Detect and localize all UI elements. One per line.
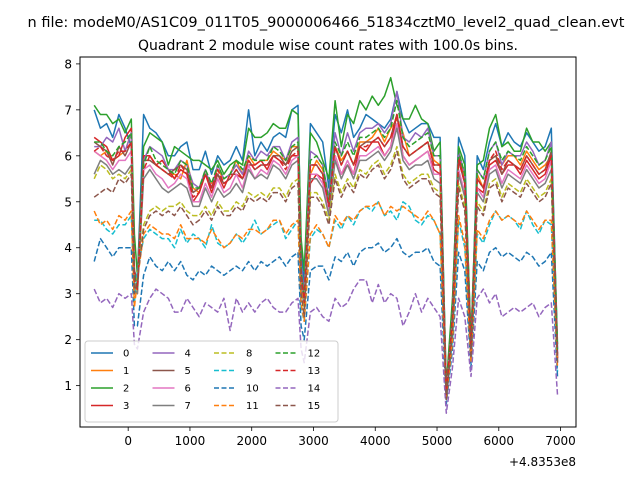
plot-area bbox=[93, 76, 559, 414]
x-tick-label: 2000 bbox=[236, 434, 267, 448]
series-line-15 bbox=[93, 150, 559, 401]
legend-label: 2 bbox=[123, 384, 129, 395]
legend-label: 3 bbox=[123, 401, 129, 412]
figure-suptitle: n file: modeM0/AS1C09_011T05_9000006466_… bbox=[28, 15, 625, 31]
x-tick-label: 1000 bbox=[175, 434, 206, 448]
legend-label: 0 bbox=[123, 349, 129, 360]
legend-box bbox=[84, 340, 339, 423]
legend-label: 10 bbox=[246, 384, 259, 395]
series-line-10 bbox=[93, 237, 559, 405]
y-tick-label: 8 bbox=[64, 57, 72, 71]
legend-label: 15 bbox=[308, 401, 321, 412]
x-tick-label: 3000 bbox=[298, 434, 329, 448]
y-tick-label: 1 bbox=[64, 379, 72, 393]
legend-label: 13 bbox=[308, 366, 321, 377]
x-tick-label: 4000 bbox=[360, 434, 391, 448]
x-tick-label: 6000 bbox=[484, 434, 515, 448]
legend-label: 5 bbox=[185, 366, 191, 377]
series-line-12 bbox=[94, 99, 559, 396]
legend-label: 4 bbox=[185, 349, 191, 360]
series-line-0 bbox=[93, 90, 559, 391]
legend-label: 11 bbox=[246, 401, 259, 412]
series-line-9 bbox=[94, 201, 559, 401]
series-line-8 bbox=[93, 145, 559, 401]
legend-label: 7 bbox=[185, 401, 191, 412]
legend-label: 9 bbox=[246, 366, 252, 377]
x-offset-label: +4.8353e8 bbox=[509, 455, 576, 469]
legend-label: 12 bbox=[308, 349, 321, 360]
series-line-14 bbox=[93, 279, 559, 414]
axes-frame bbox=[79, 56, 577, 428]
series-line-2 bbox=[93, 76, 559, 387]
y-tick-label: 5 bbox=[64, 195, 72, 209]
y-tick-label: 3 bbox=[64, 287, 72, 301]
series-line-11 bbox=[93, 201, 559, 401]
legend-label: 14 bbox=[308, 384, 321, 395]
series-line-13 bbox=[93, 113, 559, 396]
legend-label: 1 bbox=[123, 366, 129, 377]
y-tick-label: 2 bbox=[64, 333, 72, 347]
x-axis: 0 1000 2000 3000 4000 5000 6000 7000 bbox=[124, 427, 576, 448]
y-axis: 1 2 3 4 5 6 7 8 bbox=[64, 57, 80, 393]
y-tick-label: 7 bbox=[64, 103, 72, 117]
y-tick-label: 4 bbox=[64, 241, 72, 255]
chart-title: Quadrant 2 module wise count rates with … bbox=[138, 38, 518, 54]
x-tick-label: 5000 bbox=[422, 434, 453, 448]
legend-label: 6 bbox=[185, 384, 191, 395]
series-line-7 bbox=[93, 127, 559, 401]
legend-label: 8 bbox=[246, 349, 252, 360]
x-tick-label: 7000 bbox=[545, 434, 576, 448]
x-tick-label: 0 bbox=[124, 434, 132, 448]
series-line-6 bbox=[93, 122, 559, 396]
y-tick-label: 6 bbox=[64, 149, 72, 163]
